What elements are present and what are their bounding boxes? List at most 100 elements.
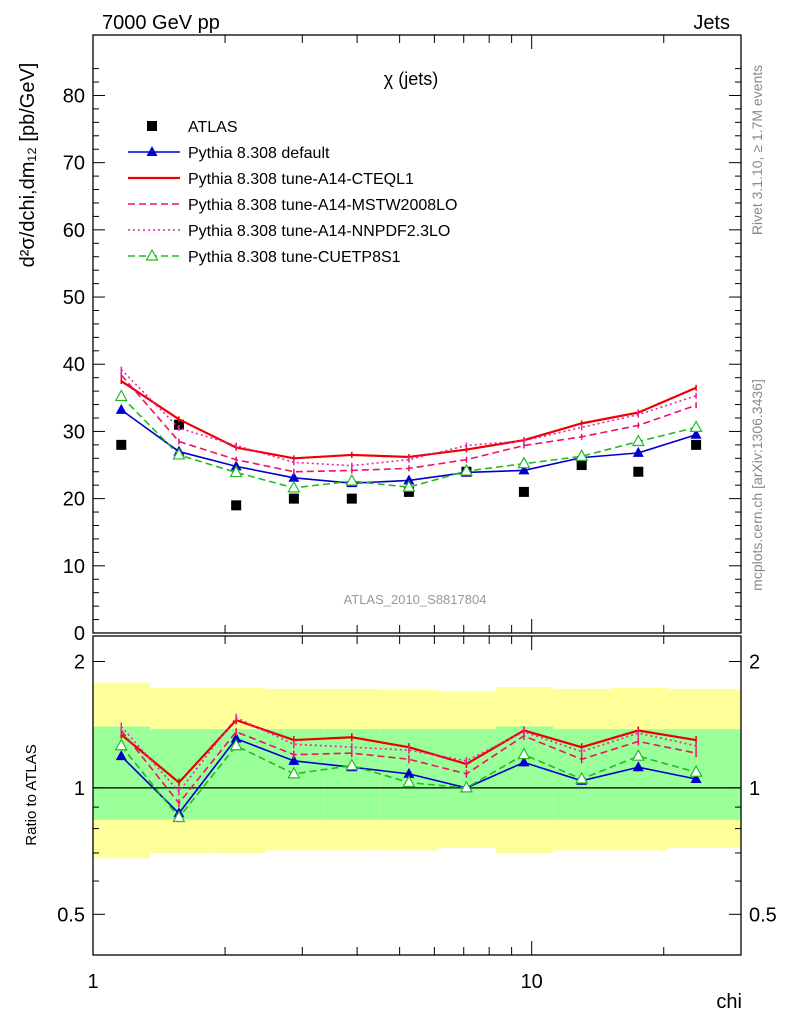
pythia-8-308-tune-cuetp8s1-point: [172, 447, 186, 460]
legend-marker-pythia-8-308-default: [146, 146, 158, 156]
pythia-8-308-tune-cuetp8s1-ratio-point: [114, 738, 128, 751]
pythia-8-308-default-point: [403, 474, 415, 485]
legend: ATLAS Pythia 8.308 default Pythia 8.308 tu…: [128, 119, 457, 266]
pythia-8-308-default-point: [288, 471, 300, 482]
pythia-8-308-default-ratio-point: [288, 754, 300, 765]
main-y-tick-label: 80: [63, 85, 85, 107]
ratio-uncertainty-bands: [93, 682, 741, 859]
ratio-frame: [92, 635, 742, 956]
pythia-8-308-tune-a14-nnpdf2-3lo-line: [120, 369, 697, 467]
pythia-8-308-default-point: [115, 403, 127, 414]
pythia-8-308-tune-cuetp8s1-ratio-point: [631, 748, 645, 761]
pythia-8-308-tune-cuetp8s1-point: [229, 465, 243, 478]
green-band-bin: [323, 729, 381, 820]
pythia-8-308-tune-cuetp8s1-ratio-point: [517, 747, 531, 760]
legend-entry-pythia-8-308-tune-a14-mstw2008lo: Pythia 8.308 tune-A14-MSTW2008LO: [128, 197, 457, 214]
atlas-point: [116, 439, 127, 450]
atlas-point: [403, 486, 414, 497]
pythia-8-308-default-ratio-point: [115, 750, 127, 761]
pythia-8-308-tune-cuetp8s1-ratio-series: [114, 738, 703, 823]
ratio-y-axis-label: Ratio to ATLAS: [23, 744, 40, 845]
pythia-8-308-default-ratio-point: [632, 761, 644, 772]
legend-entry-atlas: ATLAS: [147, 119, 238, 136]
main-y-tick-label: 40: [63, 354, 85, 376]
legend-label-pythia-8-308-tune-cuetp8s1: Pythia 8.308 tune-CUETP8S1: [188, 249, 401, 266]
ratio-y-tick-label-right: 0.5: [749, 904, 777, 926]
atlas-point: [576, 460, 587, 471]
legend-label-pythia-8-308-tune-a14-nnpdf2-3lo: Pythia 8.308 tune-A14-NNPDF2.3LO: [188, 223, 450, 240]
pythia-8-308-tune-cuetp8s1-point: [517, 456, 531, 469]
green-band-bin: [438, 729, 496, 820]
pythia-8-308-tune-a14-cteql1-line: [120, 380, 697, 460]
ratio-panel: [114, 713, 703, 823]
pythia-8-308-tune-cuetp8s1-ratio-point: [229, 738, 243, 751]
ratio-y-tick-label-right: 1: [749, 778, 760, 800]
axes: 0 10 20 30 40 50 60 70 80 0.5 0.5 1 1 2 2 1 10: [57, 34, 777, 993]
pythia-8-308-tune-cuetp8s1-point: [689, 420, 703, 432]
main-y-tick-label: 60: [63, 220, 85, 242]
legend-label-pythia-8-308-tune-a14-mstw2008lo: Pythia 8.308 tune-A14-MSTW2008LO: [188, 197, 457, 214]
legend-entry-pythia-8-308-tune-a14-cteql1: Pythia 8.308 tune-A14-CTEQL1: [128, 171, 414, 188]
main-y-tick-label: 20: [63, 489, 85, 511]
main-y-tick-label: 30: [63, 421, 85, 443]
pythia-8-308-tune-a14-nnpdf2-3lo-series: [120, 366, 697, 469]
pythia-8-308-tune-cuetp8s1-point: [114, 389, 128, 402]
atlas-point: [518, 486, 529, 497]
pythia-8-308-tune-cuetp8s1-point: [575, 449, 589, 461]
atlas-point: [691, 439, 702, 450]
chart-title: χ (jets): [384, 69, 438, 89]
x-tick-label: 10: [521, 971, 543, 993]
pythia-8-308-tune-cuetp8s1-ratio-point: [689, 764, 703, 777]
legend-marker-pythia-8-308-tune-cuetp8s1: [145, 248, 159, 261]
legend-entry-pythia-8-308-tune-cuetp8s1: Pythia 8.308 tune-CUETP8S1: [128, 248, 401, 266]
ratio-y-tick-label-left: 1: [74, 778, 85, 800]
pythia-8-308-tune-a14-nnpdf2-3lo-ratio-series: [120, 713, 697, 796]
rivet-version-label: Rivet 3.1.10, ≥ 1.7M events: [749, 65, 765, 235]
legend-marker-atlas: [147, 121, 157, 131]
atlas-point: [231, 500, 242, 511]
pythia-8-308-default-point: [632, 446, 644, 457]
pythia-8-308-tune-cuetp8s1-point: [345, 473, 359, 486]
pythia-8-308-default-ratio-point: [690, 772, 702, 783]
main-y-tick-label: 50: [63, 287, 85, 309]
pythia-8-308-default-ratio-point: [230, 732, 242, 743]
pythia-8-308-tune-cuetp8s1-point: [402, 479, 416, 492]
legend-label-atlas: ATLAS: [188, 119, 238, 136]
pythia-8-308-tune-cuetp8s1-ratio-point: [287, 766, 301, 779]
atlas-point: [173, 419, 184, 430]
main-panel: [114, 366, 703, 511]
header-right-label: Jets: [693, 12, 730, 34]
atlas-point: [633, 466, 644, 477]
header-left-label: 7000 GeV pp: [102, 12, 220, 34]
pythia-8-308-tune-cuetp8s1-point: [631, 434, 645, 447]
ratio-y-tick-label-left: 2: [74, 651, 85, 673]
main-y-tick-label: 0: [74, 623, 85, 645]
analysis-watermark: ATLAS_2010_S8817804: [344, 592, 487, 607]
atlas-series: [116, 419, 702, 511]
main-frame: [92, 34, 742, 634]
legend-label-pythia-8-308-default: Pythia 8.308 default: [188, 145, 330, 162]
atlas-point: [346, 493, 357, 504]
pythia-8-308-tune-cuetp8s1-ratio-point: [459, 780, 473, 793]
pythia-8-308-tune-cuetp8s1-point: [287, 480, 301, 493]
pythia-8-308-default-ratio-point: [403, 767, 415, 778]
green-band-bin: [611, 729, 669, 820]
main-y-tick-label: 10: [63, 556, 85, 578]
pythia-8-308-tune-cuetp8s1-ratio-point: [172, 810, 186, 823]
ratio-y-tick-label-left: 0.5: [57, 904, 85, 926]
main-y-tick-label: 70: [63, 153, 85, 175]
ratio-y-tick-label-right: 2: [749, 651, 760, 673]
pythia-8-308-tune-cuetp8s1-ratio-point: [345, 758, 359, 771]
mcplots-label: mcplots.cern.ch [arXiv:1306.3436]: [749, 379, 765, 591]
green-band-bin: [668, 729, 741, 820]
pythia-8-308-tune-cuetp8s1-point: [459, 463, 473, 476]
pythia-8-308-default-line: [120, 409, 697, 484]
x-tick-label: 1: [87, 971, 98, 993]
atlas-point: [288, 493, 299, 504]
legend-entry-pythia-8-308-default: Pythia 8.308 default: [128, 145, 330, 162]
main-y-axis-label: d²σ/dchi,dm₁₂ [pb/GeV]: [17, 63, 39, 268]
x-axis-label: chi: [716, 991, 742, 1013]
pythia-8-308-default-ratio-point: [518, 756, 530, 767]
pythia-8-308-tune-cuetp8s1-series: [114, 389, 703, 493]
